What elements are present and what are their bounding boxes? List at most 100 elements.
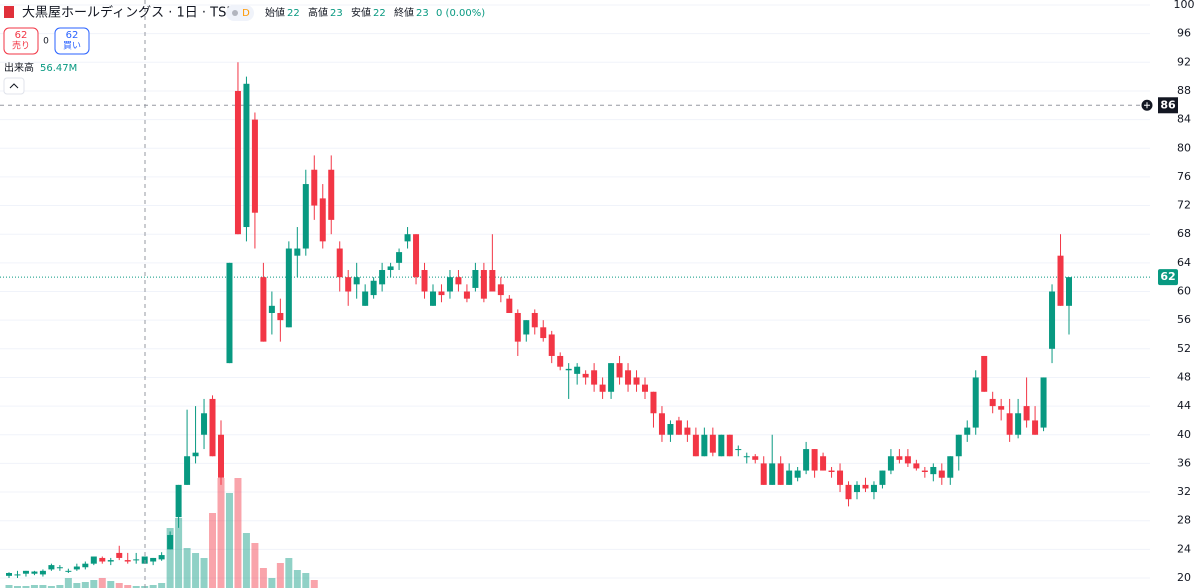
candle-body xyxy=(430,291,436,306)
candle-body xyxy=(964,427,971,435)
candle-body xyxy=(514,312,521,342)
interval: D xyxy=(242,8,250,19)
candle-body xyxy=(396,252,403,263)
volume-bar xyxy=(183,548,191,588)
candle-body xyxy=(268,305,275,313)
symbol-title[interactable]: 大黒屋ホールディングス · 1日 · TSE xyxy=(22,5,235,21)
candle-body xyxy=(99,557,106,562)
candle-body xyxy=(387,266,394,271)
candle-body xyxy=(921,470,928,472)
y-tick-label: 44 xyxy=(1177,399,1191,412)
candle-body xyxy=(642,384,648,392)
collapse-button[interactable] xyxy=(3,77,25,95)
volume-pane xyxy=(5,478,318,588)
candle-body xyxy=(22,570,29,574)
volume-bar xyxy=(73,583,81,588)
stat-value: 22 xyxy=(287,8,300,19)
stat-label: 始値 xyxy=(265,6,285,19)
candle-body xyxy=(1032,420,1039,435)
candle-body xyxy=(107,560,114,562)
candle-body xyxy=(709,434,716,453)
y-tick-label: 36 xyxy=(1177,456,1191,469)
candle-body xyxy=(718,434,725,457)
candle-body xyxy=(947,456,954,478)
volume-bar xyxy=(30,585,38,588)
candle-body xyxy=(531,312,538,328)
candle-body xyxy=(904,456,911,464)
candle-body xyxy=(463,291,470,299)
volume-bar xyxy=(39,585,47,588)
volume-bar xyxy=(225,493,233,588)
sell-button[interactable] xyxy=(3,27,39,55)
candle-body xyxy=(1049,291,1056,349)
candle-body xyxy=(803,449,810,471)
candle-body xyxy=(370,280,377,296)
candle-body xyxy=(319,198,326,242)
volume-bar xyxy=(217,478,225,588)
candle-body xyxy=(124,560,131,562)
volume-bar xyxy=(302,573,310,588)
volume-bar xyxy=(22,586,30,588)
y-tick-label: 96 xyxy=(1177,27,1191,40)
volume-bar xyxy=(242,533,250,588)
candle-body xyxy=(209,398,216,457)
y-tick-label: 24 xyxy=(1177,542,1191,555)
candle-body xyxy=(150,557,157,562)
y-tick-label: 32 xyxy=(1177,485,1191,498)
buy-button[interactable] xyxy=(54,27,90,55)
candle-body xyxy=(862,484,869,489)
stat-label: 安値 xyxy=(351,6,371,19)
candle-body xyxy=(675,420,682,435)
price-axis: 20 24 28 32 36 40 44 48 52 56 60 64 68 72 76 80 84 88 92 96… xyxy=(1140,0,1200,588)
spread: 0 xyxy=(43,37,49,47)
volume-bar xyxy=(276,563,284,588)
candle-body xyxy=(972,377,979,428)
volume-bar xyxy=(166,528,174,588)
candle-body xyxy=(73,566,80,570)
candle-body xyxy=(328,169,335,220)
candle-body xyxy=(989,398,996,407)
volume-bar xyxy=(192,553,200,588)
candle-body xyxy=(421,270,428,292)
candle-body xyxy=(760,463,767,485)
candle-body xyxy=(184,456,191,485)
candle-body xyxy=(1040,377,1047,428)
volume-bar xyxy=(268,578,276,588)
candle-body xyxy=(226,262,233,364)
candle-body xyxy=(981,355,988,392)
candle-body xyxy=(735,449,742,451)
candle-body xyxy=(938,470,945,478)
volume-bar xyxy=(175,518,183,588)
candle-body xyxy=(625,370,632,385)
y-tick-label: 20 xyxy=(1177,571,1191,584)
candle-body xyxy=(1057,255,1064,306)
candle-body xyxy=(820,456,827,471)
crosshair-price-bg xyxy=(1158,97,1178,114)
y-tick-label: 72 xyxy=(1177,199,1191,212)
crosshair-price: 86 xyxy=(1160,98,1176,111)
candle-body xyxy=(998,406,1005,410)
candle-body xyxy=(523,320,530,335)
candle-body xyxy=(658,413,665,435)
candle-body xyxy=(14,574,21,576)
candle-body xyxy=(39,570,46,575)
candle-body xyxy=(336,248,343,278)
y-tick-label: 64 xyxy=(1177,256,1191,269)
candle-body xyxy=(1006,413,1013,435)
candle-body xyxy=(540,327,547,339)
buy-price: 62 xyxy=(66,30,79,41)
candle-body xyxy=(31,571,38,574)
collapse-icon xyxy=(9,83,19,89)
candle-body xyxy=(608,363,615,392)
sell-price: 62 xyxy=(15,30,28,41)
candle-body xyxy=(353,277,360,285)
volume-bar xyxy=(310,580,318,588)
candle-body xyxy=(667,424,674,435)
y-tick-label: 92 xyxy=(1177,55,1191,68)
last-price-bg xyxy=(1158,269,1178,286)
volume-bar xyxy=(56,585,64,588)
candle-body xyxy=(1023,406,1030,421)
y-tick-label: 28 xyxy=(1177,514,1191,527)
candle-body xyxy=(48,565,55,570)
volume-bar xyxy=(209,513,217,588)
